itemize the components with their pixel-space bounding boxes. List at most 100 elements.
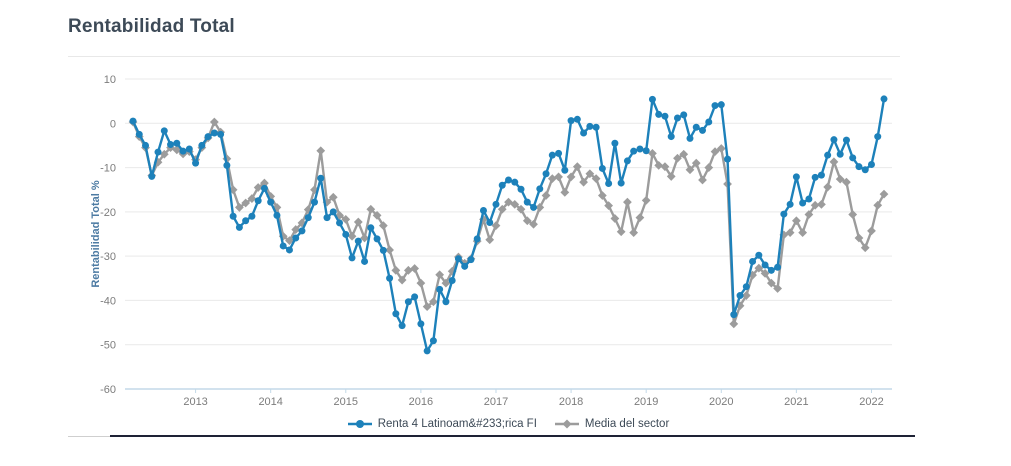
data-point — [423, 347, 431, 355]
data-point — [798, 228, 808, 238]
data-point — [642, 147, 650, 155]
data-point — [692, 123, 700, 131]
data-point — [736, 292, 744, 300]
x-tick-label: 2014 — [258, 396, 282, 408]
data-point — [791, 216, 801, 226]
data-point — [248, 212, 256, 220]
data-point — [154, 148, 162, 156]
data-point — [298, 227, 306, 235]
data-point — [285, 246, 293, 254]
plot-area: 10 0 -10 -20 -30 -40 -50 -60 2013 2014 2015 2016 201… — [100, 74, 892, 408]
series-line-0 — [131, 98, 886, 353]
data-point — [467, 256, 475, 264]
data-point — [523, 198, 531, 206]
y-tick-label: 10 — [104, 74, 116, 86]
data-point — [536, 185, 544, 193]
x-tick-label: 2018 — [559, 396, 583, 408]
data-point — [198, 141, 206, 149]
legend-item-media-sector[interactable]: Media del sector — [554, 418, 669, 430]
chart-legend: Renta 4 Latinoam&#233;rica FI Media del … — [125, 415, 892, 433]
data-point — [655, 110, 663, 118]
data-point — [142, 141, 150, 149]
page-title: Rentabilidad Total — [68, 16, 235, 37]
data-point — [730, 311, 738, 319]
data-point — [160, 127, 168, 135]
data-point — [485, 235, 495, 245]
data-point — [354, 237, 362, 245]
data-point — [742, 283, 750, 291]
legend-line-diamond-icon — [554, 419, 579, 429]
data-point — [279, 242, 287, 250]
data-point — [724, 155, 732, 163]
data-point — [591, 174, 601, 184]
data-point — [811, 173, 819, 181]
data-point — [486, 218, 494, 226]
data-point — [567, 117, 575, 125]
data-point — [436, 285, 444, 293]
data-point — [792, 173, 800, 181]
data-point — [805, 195, 813, 203]
y-axis-title: Rentabilidad Total % — [90, 180, 102, 288]
data-point — [473, 235, 481, 243]
data-point — [229, 212, 237, 220]
data-point — [429, 297, 438, 307]
data-point — [823, 182, 833, 192]
data-point — [416, 278, 426, 288]
data-point — [630, 147, 638, 155]
data-point — [855, 163, 863, 171]
data-point — [441, 278, 451, 288]
data-point — [385, 245, 394, 255]
data-point — [610, 214, 620, 223]
data-point — [497, 204, 507, 214]
data-point — [204, 133, 212, 141]
data-point — [755, 251, 763, 259]
data-point — [422, 302, 432, 312]
data-point — [849, 154, 857, 162]
data-point — [741, 291, 751, 300]
data-point — [328, 192, 338, 202]
data-point — [623, 197, 632, 207]
data-point — [673, 114, 681, 122]
data-point — [410, 264, 420, 273]
data-point — [442, 298, 450, 306]
data-point — [429, 337, 437, 345]
data-point — [505, 176, 512, 184]
data-point — [799, 199, 807, 207]
x-tick-label: 2019 — [634, 396, 658, 408]
data-point — [705, 118, 713, 126]
data-point — [648, 95, 656, 103]
data-point — [285, 236, 294, 246]
y-tick-label: -50 — [100, 340, 116, 352]
data-point — [386, 274, 394, 282]
bottom-border-light — [68, 436, 110, 437]
data-point — [223, 161, 231, 169]
data-point — [329, 208, 337, 216]
legend-item-renta4[interactable]: Renta 4 Latinoam&#233;rica FI — [347, 418, 537, 430]
data-point — [605, 180, 613, 188]
data-point — [698, 175, 707, 185]
data-point — [680, 111, 688, 119]
data-point — [511, 178, 519, 186]
data-point — [148, 172, 156, 180]
data-point — [704, 163, 714, 172]
data-point — [491, 221, 501, 230]
data-point — [761, 261, 769, 269]
data-point — [530, 203, 538, 211]
data-point — [842, 136, 850, 144]
data-point — [173, 139, 181, 147]
data-point — [555, 149, 563, 157]
data-point — [348, 254, 356, 262]
data-point — [711, 102, 719, 110]
data-point — [835, 174, 845, 184]
x-tick-label: 2016 — [409, 396, 433, 408]
legend-label-renta4: Renta 4 Latinoam&#233;rica FI — [377, 418, 537, 430]
data-point — [342, 230, 350, 238]
data-point — [341, 215, 351, 224]
y-tick-label: -20 — [100, 207, 116, 219]
data-point — [179, 147, 187, 155]
data-point — [378, 221, 388, 230]
data-point — [291, 225, 301, 234]
